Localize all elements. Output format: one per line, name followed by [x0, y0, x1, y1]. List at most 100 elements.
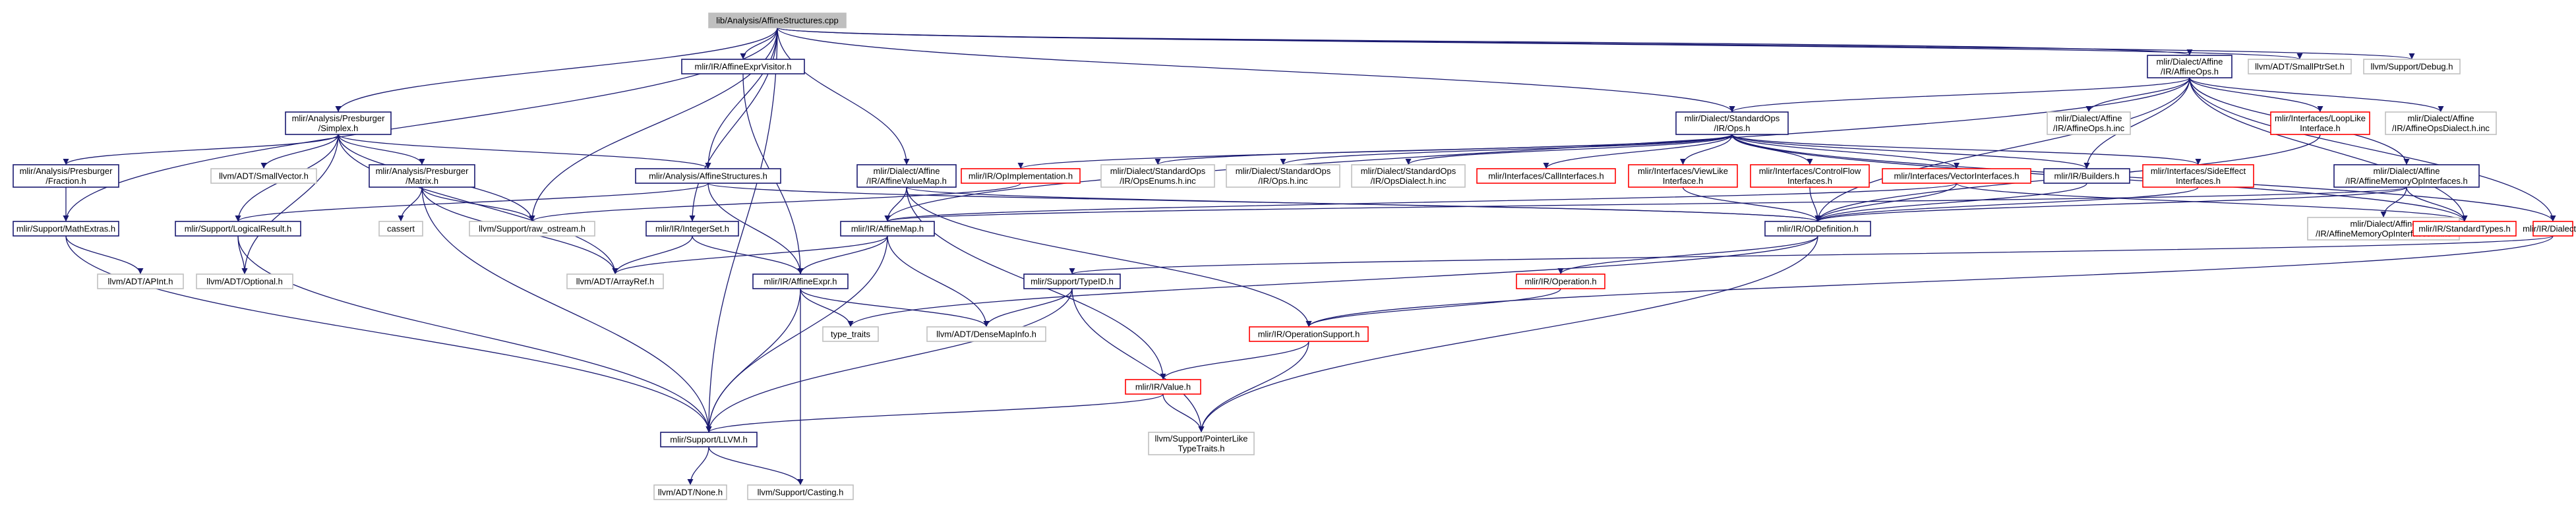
edge-dialect-to-operationsupport: [1305, 235, 2554, 328]
node-smallvector[interactable]: llvm/ADT/SmallVector.h: [210, 168, 317, 184]
node-box: [747, 484, 854, 500]
node-opdefinition[interactable]: mlir/IR/OpDefinition.h: [1764, 221, 1871, 237]
node-operationsupport[interactable]: mlir/IR/OperationSupport.h: [1249, 326, 1369, 342]
node-affinevaluemap[interactable]: mlir/Dialect/Affine/IR/AffineValueMap.h: [856, 164, 957, 188]
node-builders[interactable]: mlir/IR/Builders.h: [2043, 168, 2130, 184]
node-box: [566, 273, 664, 289]
node-densemapinfo[interactable]: llvm/ADT/DenseMapInfo.h: [926, 326, 1046, 342]
node-affexprvisitor[interactable]: mlir/IR/AffineExprVisitor.h: [681, 59, 805, 74]
node-label: /IR/AffineOps.h.inc: [2053, 123, 2125, 133]
node-label: mlir/Interfaces/LoopLike: [2275, 113, 2366, 123]
edge-affinevaluemap-to-opdefinition: [906, 186, 1820, 222]
node-opsdialectinc[interactable]: mlir/Dialect/StandardOps/IR/OpsDialect.h…: [1351, 164, 1466, 188]
node-affineopsinc[interactable]: mlir/Dialect/Affine/IR/AffineOps.h.inc: [2047, 111, 2131, 135]
node-integerset[interactable]: mlir/IR/IntegerSet.h: [645, 221, 739, 237]
node-casting[interactable]: llvm/Support/Casting.h: [747, 484, 854, 500]
edge-sideeffect-to-opdefinition: [1814, 186, 2199, 222]
edge-operation-to-operationsupport: [1305, 288, 1561, 328]
edge-root-to-integerset: [689, 27, 778, 222]
node-affinemap[interactable]: mlir/IR/AffineMap.h: [840, 221, 935, 237]
edge-matrix-to-cassert: [398, 186, 423, 222]
node-typeid[interactable]: mlir/Support/TypeID.h: [1023, 273, 1121, 289]
node-arrayref[interactable]: llvm/ADT/ArrayRef.h: [566, 273, 664, 289]
node-affineops[interactable]: mlir/Dialect/Affine/IR/AffineOps.h: [2147, 55, 2232, 78]
node-box: [635, 168, 781, 184]
node-llvm[interactable]: mlir/Support/LLVM.h: [660, 432, 758, 447]
node-mathextras[interactable]: mlir/Support/MathExtras.h: [13, 221, 119, 237]
node-value[interactable]: mlir/IR/Value.h: [1125, 379, 1201, 395]
node-affinestructures[interactable]: mlir/Analysis/AffineStructures.h: [635, 168, 781, 184]
node-opshinc[interactable]: mlir/Dialect/StandardOps/IR/Ops.h.inc: [1226, 164, 1340, 188]
node-apint[interactable]: llvm/ADT/APInt.h: [97, 273, 184, 289]
edge-memoryopinterfaces-to-memoryopinterfacesinc: [2380, 186, 2407, 218]
node-label: mlir/IR/Dialect.h: [2523, 224, 2576, 234]
node-opimpl[interactable]: mlir/IR/OpImplementation.h: [961, 168, 1081, 184]
node-label: mlir/Dialect/Affine: [2408, 113, 2474, 123]
node-label: mlir/Dialect/Affine: [2351, 219, 2417, 229]
node-affineexpr[interactable]: mlir/IR/AffineExpr.h: [752, 273, 849, 289]
node-root[interactable]: lib/Analysis/AffineStructures.cpp: [708, 13, 847, 28]
edge-viewlike-to-opdefinition: [1682, 186, 1821, 222]
node-stdops[interactable]: mlir/Dialect/StandardOps/IR/Ops.h: [1675, 111, 1789, 135]
edge-affinemap-to-densemapinfo: [887, 235, 990, 328]
node-label: mlir/Dialect/Affine: [2157, 57, 2223, 67]
node-box: [1226, 164, 1340, 188]
node-affineopsdialectinc[interactable]: mlir/Dialect/Affine/IR/AffineOpsDialect.…: [2385, 111, 2497, 135]
node-matrix[interactable]: mlir/Analysis/Presburger/Matrix.h: [369, 164, 475, 188]
node-box: [285, 111, 392, 135]
edge-root-to-llvm: [705, 27, 778, 433]
node-opsenumsinc[interactable]: mlir/Dialect/StandardOps/IR/OpsEnums.h.i…: [1100, 164, 1215, 188]
node-debug[interactable]: llvm/Support/Debug.h: [2363, 59, 2461, 74]
edge-stdops-to-controlflow: [1731, 134, 1813, 165]
node-box: [2363, 59, 2461, 74]
node-box: [1628, 164, 1738, 188]
node-label: /IR/AffineOpsDialect.h.inc: [2392, 123, 2490, 133]
node-label: llvm/ADT/SmallPtrSet.h: [2255, 62, 2345, 72]
node-label: llvm/ADT/ArrayRef.h: [576, 277, 654, 287]
node-box: [2047, 111, 2131, 135]
node-box: [2270, 111, 2370, 135]
edge-vectorinterfaces-to-standardtypes: [1956, 183, 2468, 222]
node-optional[interactable]: llvm/ADT/Optional.h: [196, 273, 293, 289]
node-cassert[interactable]: cassert: [378, 221, 423, 237]
node-memoryopinterfaces[interactable]: mlir/Dialect/Affine/IR/AffineMemoryOpInt…: [2333, 164, 2480, 188]
node-rawostream[interactable]: llvm/Support/raw_ostream.h: [469, 221, 595, 237]
node-label: llvm/Support/Casting.h: [758, 488, 844, 498]
edge-opdefinition-to-operation: [1557, 235, 1818, 275]
edge-affineops-to-affineopsdialectinc: [2189, 77, 2444, 113]
node-smallptrset[interactable]: llvm/ADT/SmallPtrSet.h: [2248, 59, 2352, 74]
node-label: /Matrix.h: [405, 176, 438, 186]
node-vectorinterfaces[interactable]: mlir/Interfaces/VectorInterfaces.h: [1882, 168, 2031, 184]
edge-stdops-to-callinterfaces: [1543, 134, 1733, 169]
node-typetraits[interactable]: type_traits: [822, 326, 879, 342]
node-box: [1148, 432, 1255, 455]
node-none[interactable]: llvm/ADT/None.h: [653, 484, 727, 500]
node-dialect[interactable]: mlir/IR/Dialect.h: [2523, 221, 2576, 237]
node-label: Interface.h: [2300, 123, 2340, 133]
node-callinterfaces[interactable]: mlir/Interfaces/CallInterfaces.h: [1476, 168, 1616, 184]
node-logicalresult[interactable]: mlir/Support/LogicalResult.h: [175, 221, 301, 237]
node-operation[interactable]: mlir/IR/Operation.h: [1516, 273, 1605, 289]
node-fraction[interactable]: mlir/Analysis/Presburger/Fraction.h: [13, 164, 119, 188]
node-label: mlir/IR/AffineExprVisitor.h: [695, 62, 792, 72]
node-label: lib/Analysis/AffineStructures.cpp: [716, 16, 838, 26]
node-box: [660, 432, 758, 447]
node-box: [822, 326, 879, 342]
node-label: mlir/Support/LogicalResult.h: [185, 224, 292, 234]
node-label: mlir/Analysis/AffineStructures.h: [649, 171, 767, 181]
edge-affineops-to-builders: [2083, 77, 2190, 169]
node-label: /IR/AffineOps.h: [2161, 67, 2219, 76]
node-label: mlir/Dialect/StandardOps: [1110, 166, 1206, 176]
edge-memoryopinterfaces-to-opdefinition: [1814, 186, 2407, 222]
node-standardtypes[interactable]: mlir/IR/StandardTypes.h: [2412, 221, 2517, 237]
node-label: mlir/IR/IntegerSet.h: [655, 224, 729, 234]
edge-llvm-to-casting: [708, 446, 804, 486]
node-simplex[interactable]: mlir/Analysis/Presburger/Simplex.h: [285, 111, 392, 135]
node-box: [1125, 379, 1201, 395]
